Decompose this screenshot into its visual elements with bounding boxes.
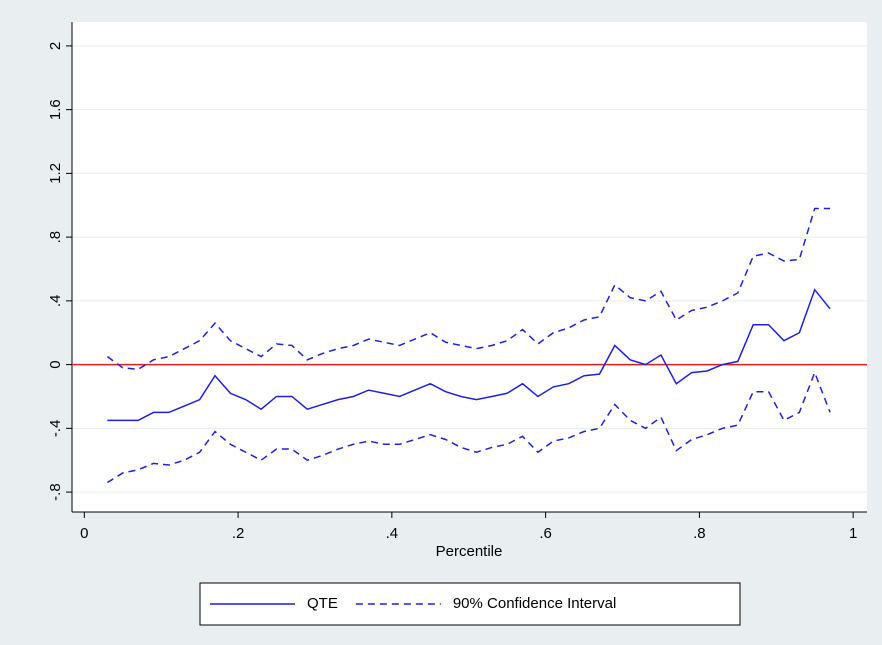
y-tick-label: 1.2 (47, 163, 64, 184)
x-axis-label: Percentile (436, 543, 503, 560)
y-tick-label: -.4 (47, 420, 64, 438)
y-tick-label: 1.6 (47, 99, 64, 120)
legend: QTE 90% Confidence Interval (199, 582, 741, 626)
legend-label: QTE (307, 595, 338, 612)
y-tick-label: -.8 (47, 483, 64, 501)
x-tick-label: .8 (693, 525, 706, 542)
y-tick-label: 0 (47, 360, 64, 368)
y-tick-label: .8 (47, 231, 64, 244)
y-tick-label: .4 (47, 295, 64, 308)
series-line (106, 207, 831, 371)
x-tick-label: 1 (849, 525, 857, 542)
x-tick-label: .4 (386, 525, 399, 542)
plot-area (72, 22, 867, 512)
x-tick-label: 0 (80, 525, 88, 542)
series-line (106, 370, 831, 484)
x-tick-label: .2 (232, 525, 245, 542)
series-line (107, 288, 831, 422)
x-tick-label: .6 (539, 525, 552, 542)
y-tick-label: 2 (47, 42, 64, 50)
legend-label: 90% Confidence Interval (453, 595, 616, 612)
